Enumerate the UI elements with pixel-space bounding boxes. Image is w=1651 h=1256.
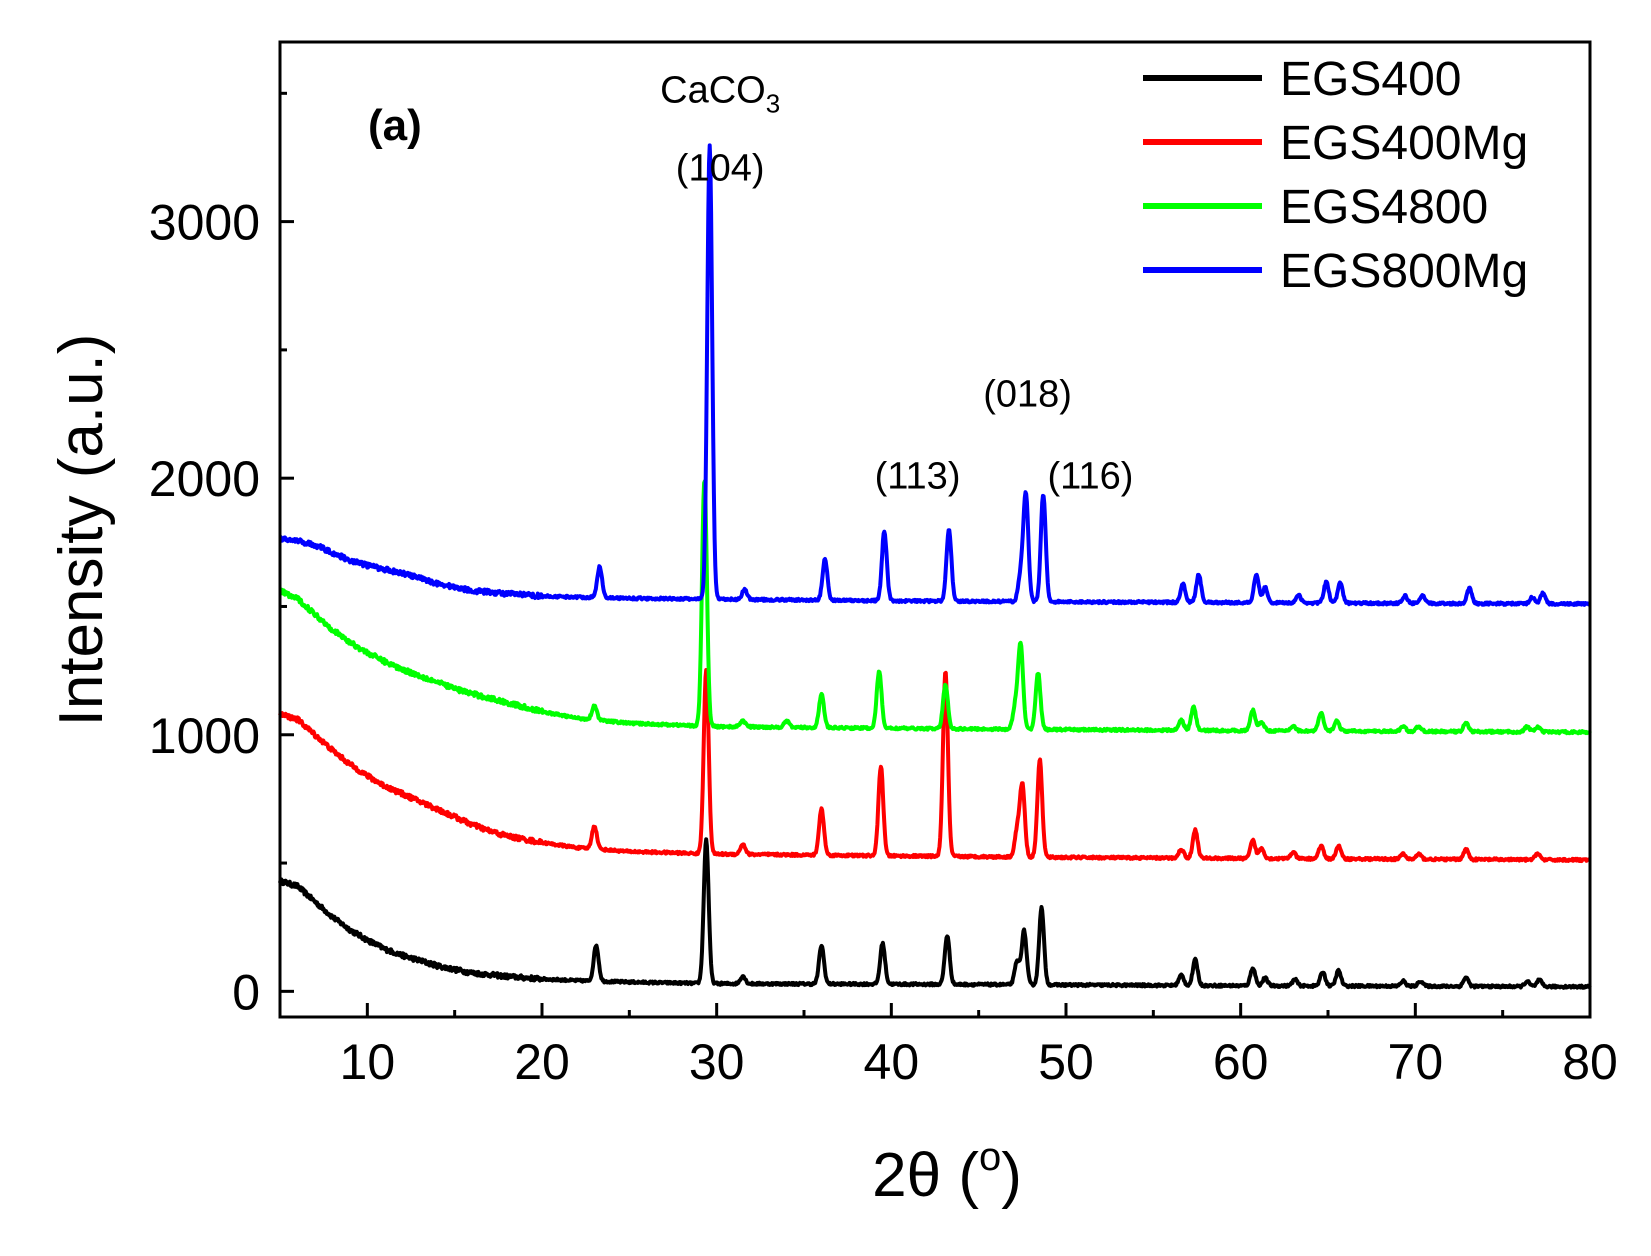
legend-label: EGS400Mg [1280, 117, 1528, 170]
peak-annotation: (116) [1048, 455, 1134, 497]
y-tick-label: 1000 [149, 708, 260, 764]
x-tick-label: 30 [689, 1034, 745, 1090]
legend: EGS400 EGS400Mg EGS4800 EGS800Mg [1143, 53, 1528, 298]
x-tick-label: 10 [340, 1034, 396, 1090]
peak-annotation: (104) [676, 148, 765, 190]
series-line-egs400mg [278, 668, 1592, 864]
peak-annotation: (018) [983, 373, 1072, 415]
y-tick-label: 2000 [149, 451, 260, 507]
x-axis-title: 2θ (o) [872, 1135, 1022, 1210]
series-line-egs4800 [278, 479, 1592, 736]
x-axis-title-main: 2θ ( [872, 1141, 979, 1210]
x-tick-label: 40 [864, 1034, 920, 1090]
series-line-egs400 [278, 837, 1592, 990]
legend-label: EGS4800 [1280, 181, 1488, 234]
x-tick-label: 70 [1388, 1034, 1444, 1090]
x-tick-label: 20 [514, 1034, 570, 1090]
x-tick-label: 50 [1038, 1034, 1094, 1090]
y-axis-title: Intensity (a.u.) [47, 334, 116, 727]
x-axis-title-close: ) [1001, 1141, 1022, 1210]
legend-label: EGS400 [1280, 53, 1461, 106]
y-tick-label: 3000 [149, 195, 260, 251]
x-tick-label: 60 [1213, 1034, 1269, 1090]
panel-label: (a) [368, 101, 422, 150]
legend-label: EGS800Mg [1280, 245, 1528, 298]
y-tick-label: 0 [232, 964, 260, 1020]
series-line-egs800mg [278, 143, 1592, 607]
peak-annotation: (113) [875, 455, 961, 497]
x-axis-title-degree: o [979, 1135, 1001, 1179]
peak-annotation: CaCO3 [660, 69, 780, 118]
plot-frame [278, 40, 1592, 1019]
x-tick-label: 80 [1562, 1034, 1618, 1090]
